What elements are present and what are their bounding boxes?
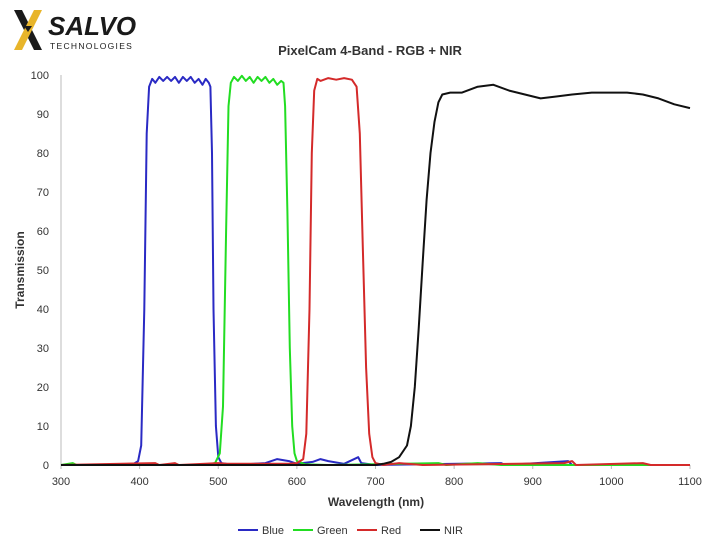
x-tick-label: 300 (52, 476, 70, 488)
legend-label-blue: Blue (262, 525, 284, 537)
series-line-blue (61, 75, 690, 466)
logo-brand-text: SALVO (48, 11, 136, 41)
x-tick-label: 600 (288, 476, 306, 488)
salvo-logo-mark: SALVO TECHNOLOGIES (14, 10, 136, 51)
logo-sub-text: TECHNOLOGIES (50, 41, 133, 51)
y-tick-label: 60 (37, 226, 49, 238)
series-line-red (60, 77, 690, 466)
y-tick-label: 50 (37, 265, 49, 277)
y-tick-label: 0 (43, 460, 49, 472)
y-tick-label: 100 (31, 70, 49, 82)
salvo-logo: SALVO TECHNOLOGIES (12, 8, 152, 52)
x-tick-label: 800 (445, 476, 463, 488)
series-line-green (60, 74, 690, 466)
x-tick-label: 400 (130, 476, 148, 488)
x-tick-label: 1000 (599, 476, 623, 488)
series-line-nir (61, 83, 691, 466)
y-tick-label: 20 (37, 382, 49, 394)
series-lines (60, 74, 691, 466)
legend-label-green: Green (317, 525, 348, 537)
x-axis-label: Wavelength (nm) (328, 495, 424, 509)
x-tick-label: 500 (209, 476, 227, 488)
y-tick-label: 90 (37, 109, 49, 121)
x-tick-label: 700 (366, 476, 384, 488)
legend-label-nir: NIR (444, 525, 463, 537)
y-tick-label: 80 (37, 148, 49, 160)
axes (60, 75, 691, 469)
chart-title: PixelCam 4-Band - RGB + NIR (278, 43, 462, 58)
y-tick-label: 30 (37, 343, 49, 355)
y-tick-label: 40 (37, 304, 49, 316)
x-tick-label: 1100 (678, 476, 702, 488)
y-tick-label: 70 (37, 187, 49, 199)
y-axis-label: Transmission (13, 231, 27, 308)
legend-label-red: Red (381, 525, 401, 537)
y-tick-label: 10 (37, 421, 49, 433)
tick-labels: 300 400 500 600 700 800 900 1000 1100 0 10 20 30 40 50… (31, 70, 702, 488)
x-tick-label: 900 (524, 476, 542, 488)
legend: Blue Green Red NIR (238, 525, 463, 537)
logo-x-icon (14, 10, 42, 50)
